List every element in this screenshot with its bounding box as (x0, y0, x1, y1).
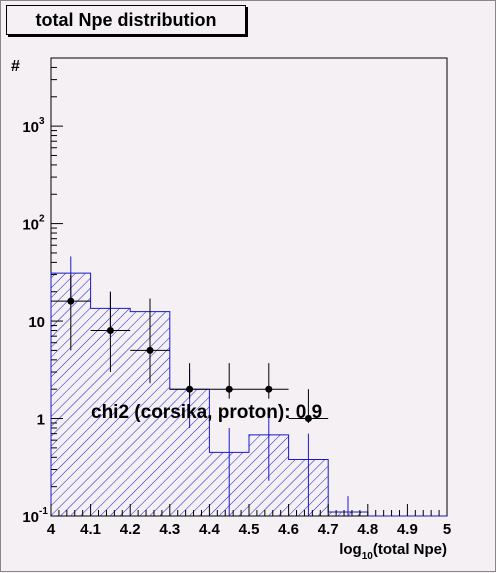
x-tick-label: 4.1 (80, 521, 101, 538)
data-point (265, 385, 273, 393)
x-tick-label: 4.3 (159, 521, 180, 538)
x-tick-label: 4 (47, 521, 56, 538)
y-tick-exponent: 2 (39, 214, 45, 225)
x-axis-label: log10(total Npe) (339, 541, 447, 562)
y-tick-exponent: 3 (39, 116, 45, 127)
y-tick-label: 1 (37, 412, 45, 429)
y-tick-exponent: -1 (39, 506, 48, 517)
data-point (225, 385, 233, 393)
x-tick-label: 4.5 (239, 521, 260, 538)
histogram-outline (50, 272, 447, 517)
x-tick-label: 5 (443, 521, 451, 538)
data-point (304, 415, 312, 423)
y-tick-label: 10 (22, 217, 39, 234)
x-tick-label: 4.8 (357, 521, 378, 538)
x-tick-label: 4.2 (120, 521, 141, 538)
chart-title: total Npe distribution (6, 5, 246, 35)
data-point (146, 346, 154, 354)
y-tick-label: 10 (22, 509, 39, 526)
y-axis-label: # (11, 58, 20, 75)
data-point (106, 327, 114, 335)
data-point (67, 297, 75, 305)
chi2-annotation: chi2 (corsika, proton): 0.9 (91, 402, 322, 423)
x-tick-label: 4.4 (199, 521, 221, 538)
data-point (186, 385, 194, 393)
y-tick-label: 10 (28, 314, 45, 331)
x-tick-label: 4.6 (278, 521, 299, 538)
x-tick-label: 4.9 (397, 521, 418, 538)
x-tick-label: 4.7 (318, 521, 339, 538)
y-tick-label: 10 (22, 119, 39, 136)
